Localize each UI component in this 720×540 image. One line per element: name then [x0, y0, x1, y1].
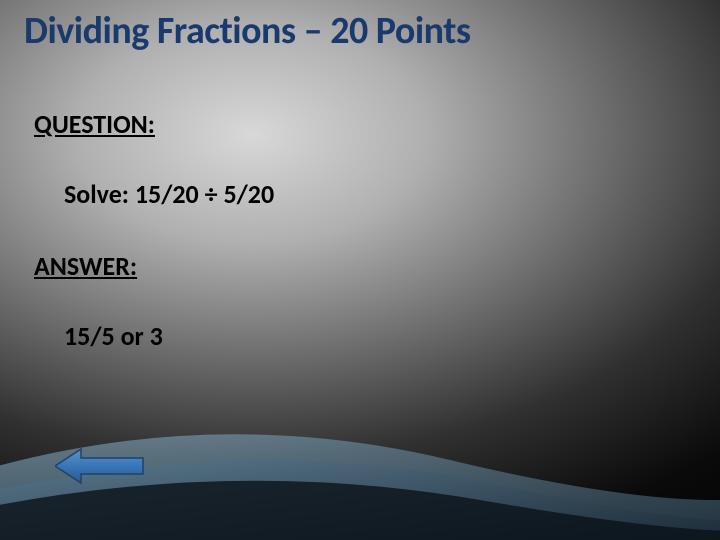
page-title: Dividing Fractions – 20 Points	[24, 8, 471, 54]
answer-label: ANSWER:	[34, 250, 137, 282]
arrow-left-icon	[55, 447, 145, 485]
question-text: Solve: 15/20 ÷ 5/20	[64, 178, 274, 210]
back-button[interactable]	[55, 447, 145, 490]
question-label: QUESTION:	[34, 108, 155, 140]
decorative-swoosh	[0, 340, 720, 540]
answer-text: 15/5 or 3	[64, 320, 163, 352]
